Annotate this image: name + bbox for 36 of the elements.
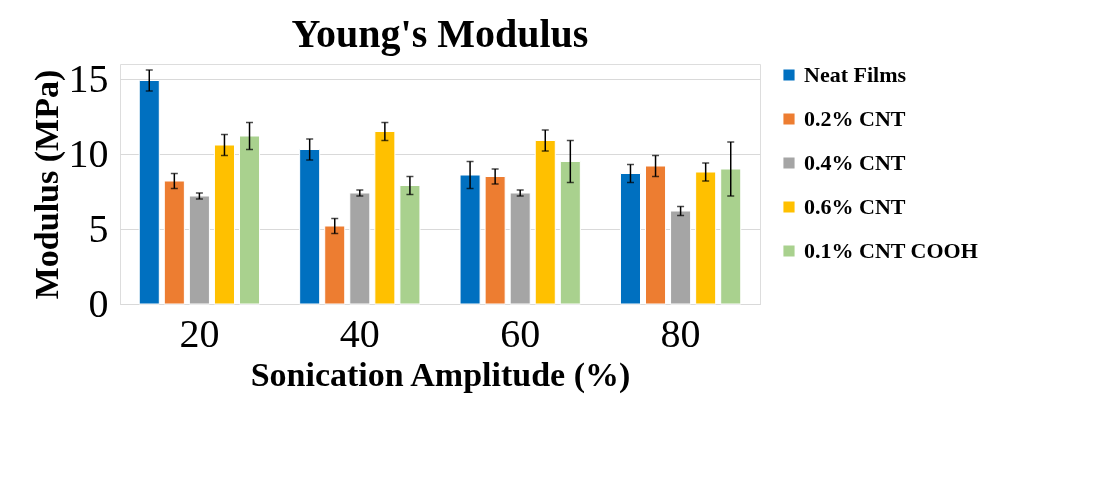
bar bbox=[484, 176, 506, 305]
x-tick-label: 20 bbox=[179, 310, 220, 356]
bar bbox=[670, 210, 692, 305]
x-tick-label: 80 bbox=[660, 310, 701, 356]
bar bbox=[619, 173, 641, 305]
bar bbox=[720, 168, 742, 305]
chart-title: Young's Modulus bbox=[291, 11, 589, 56]
y-tick-label: 15 bbox=[68, 55, 109, 101]
legend-label: 0.1% CNT COOH bbox=[804, 238, 978, 263]
y-tick-label: 10 bbox=[68, 130, 109, 176]
bar bbox=[324, 225, 346, 305]
bar bbox=[213, 144, 235, 305]
y-tick-label: 5 bbox=[88, 205, 109, 251]
bar bbox=[239, 135, 261, 305]
x-tick-label: 40 bbox=[339, 310, 380, 356]
x-axis-title: Sonication Amplitude (%) bbox=[250, 355, 631, 394]
bar bbox=[138, 80, 160, 305]
bar bbox=[509, 192, 531, 305]
bar bbox=[459, 174, 481, 305]
legend-label: 0.6% CNT bbox=[804, 194, 906, 219]
bar bbox=[299, 149, 321, 305]
x-tick-label: 60 bbox=[500, 310, 541, 356]
bar bbox=[399, 185, 421, 305]
bar bbox=[163, 180, 185, 305]
legend-label: Neat Films bbox=[804, 62, 907, 87]
bar bbox=[645, 165, 667, 305]
bar bbox=[559, 161, 581, 305]
y-axis-title: Modulus (MPa) bbox=[27, 69, 66, 300]
legend-label: 0.4% CNT bbox=[804, 150, 906, 175]
bar bbox=[349, 192, 371, 305]
bar bbox=[695, 171, 717, 305]
bar bbox=[188, 195, 210, 305]
bar bbox=[534, 140, 556, 305]
legend-label: 0.2% CNT bbox=[804, 106, 906, 131]
bar bbox=[374, 131, 396, 305]
y-tick-label: 0 bbox=[88, 280, 109, 326]
